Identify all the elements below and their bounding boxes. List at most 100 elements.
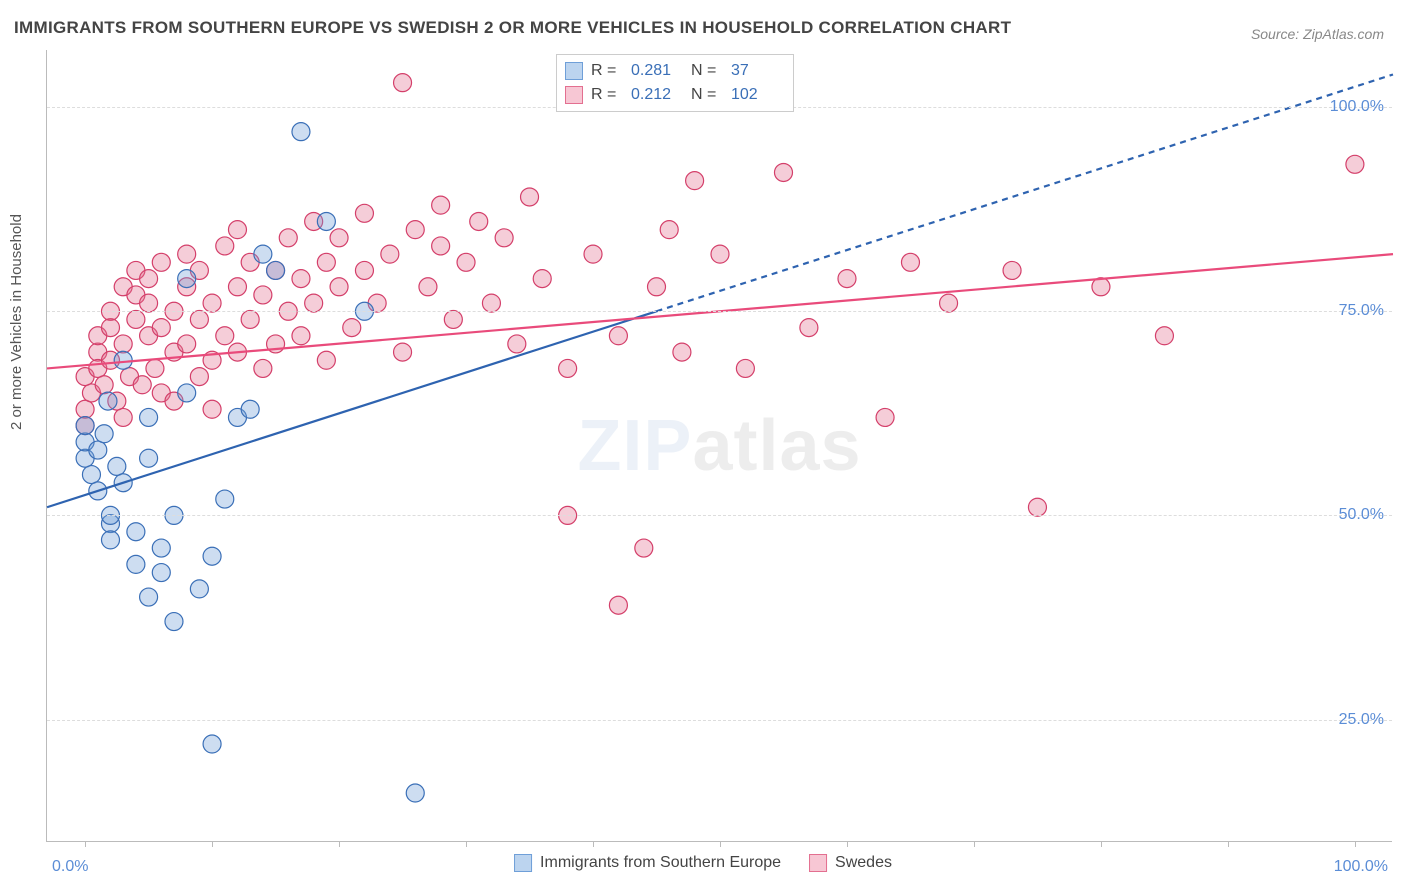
source-value: ZipAtlas.com (1303, 26, 1384, 42)
data-point (444, 310, 462, 328)
r-label-b: R = (591, 86, 623, 104)
data-point (82, 466, 100, 484)
legend-swatch-a (514, 854, 532, 872)
data-point (152, 319, 170, 337)
data-point (1155, 327, 1173, 345)
data-point (495, 229, 513, 247)
data-point (101, 319, 119, 337)
data-point (432, 237, 450, 255)
legend-label-a: Immigrants from Southern Europe (540, 854, 781, 872)
data-point (140, 270, 158, 288)
data-point (152, 253, 170, 271)
data-point (317, 212, 335, 230)
y-tick-label: 75.0% (1339, 302, 1384, 320)
data-point (216, 237, 234, 255)
data-point (355, 261, 373, 279)
data-point (305, 294, 323, 312)
data-point (152, 564, 170, 582)
data-point (470, 212, 488, 230)
grid-line (47, 515, 1392, 516)
data-point (203, 294, 221, 312)
stats-row-b: R = 0.212 N = 102 (565, 83, 783, 107)
chart-title: IMMIGRANTS FROM SOUTHERN EUROPE VS SWEDI… (14, 18, 1011, 38)
data-point (99, 392, 117, 410)
r-label-a: R = (591, 62, 623, 80)
data-point (343, 319, 361, 337)
data-point (660, 221, 678, 239)
data-point (190, 580, 208, 598)
x-tick (212, 841, 213, 847)
data-point (901, 253, 919, 271)
r-value-b: 0.212 (631, 86, 683, 104)
data-point (432, 196, 450, 214)
y-axis-title: 2 or more Vehicles in Household (8, 214, 25, 430)
legend-swatch-b (809, 854, 827, 872)
data-point (330, 278, 348, 296)
data-point (228, 278, 246, 296)
data-point (203, 735, 221, 753)
data-point (178, 384, 196, 402)
legend-item-b: Swedes (809, 854, 892, 872)
data-point (774, 163, 792, 181)
x-tick (1355, 841, 1356, 847)
x-tick (1228, 841, 1229, 847)
data-point (394, 343, 412, 361)
grid-line (47, 720, 1392, 721)
data-point (95, 425, 113, 443)
data-point (1003, 261, 1021, 279)
data-point (609, 596, 627, 614)
x-axis-max-label: 100.0% (1334, 858, 1388, 876)
data-point (609, 327, 627, 345)
data-point (648, 278, 666, 296)
data-point (89, 441, 107, 459)
chart-plot-area: ZIPatlas 25.0%50.0%75.0%100.0% (46, 50, 1392, 842)
data-point (216, 327, 234, 345)
data-point (203, 547, 221, 565)
data-point (146, 359, 164, 377)
data-point (292, 270, 310, 288)
data-point (165, 613, 183, 631)
data-point (254, 286, 272, 304)
data-point (127, 310, 145, 328)
series-legend: Immigrants from Southern Europe Swedes (514, 854, 892, 872)
data-point (381, 245, 399, 263)
data-point (152, 539, 170, 557)
data-point (216, 490, 234, 508)
data-point (800, 319, 818, 337)
scatter-svg (47, 50, 1392, 841)
x-tick (974, 841, 975, 847)
data-point (140, 408, 158, 426)
stats-row-a: R = 0.281 N = 37 (565, 59, 783, 83)
y-tick-label: 100.0% (1330, 98, 1384, 116)
data-point (114, 408, 132, 426)
x-axis-min-label: 0.0% (52, 858, 88, 876)
x-tick (1101, 841, 1102, 847)
n-value-b: 102 (731, 86, 783, 104)
data-point (133, 376, 151, 394)
data-point (267, 261, 285, 279)
data-point (521, 188, 539, 206)
data-point (406, 784, 424, 802)
legend-item-a: Immigrants from Southern Europe (514, 854, 781, 872)
swatch-series-a (565, 62, 583, 80)
data-point (686, 172, 704, 190)
n-label-b: N = (691, 86, 723, 104)
data-point (419, 278, 437, 296)
data-point (559, 359, 577, 377)
data-point (178, 335, 196, 353)
source-attribution: Source: ZipAtlas.com (1251, 26, 1384, 42)
data-point (279, 229, 297, 247)
data-point (190, 310, 208, 328)
data-point (190, 368, 208, 386)
data-point (114, 351, 132, 369)
data-point (76, 417, 94, 435)
data-point (203, 400, 221, 418)
legend-label-b: Swedes (835, 854, 892, 872)
n-label-a: N = (691, 62, 723, 80)
x-tick (720, 841, 721, 847)
data-point (76, 400, 94, 418)
data-point (140, 588, 158, 606)
n-value-a: 37 (731, 62, 783, 80)
y-tick-label: 50.0% (1339, 506, 1384, 524)
data-point (533, 270, 551, 288)
